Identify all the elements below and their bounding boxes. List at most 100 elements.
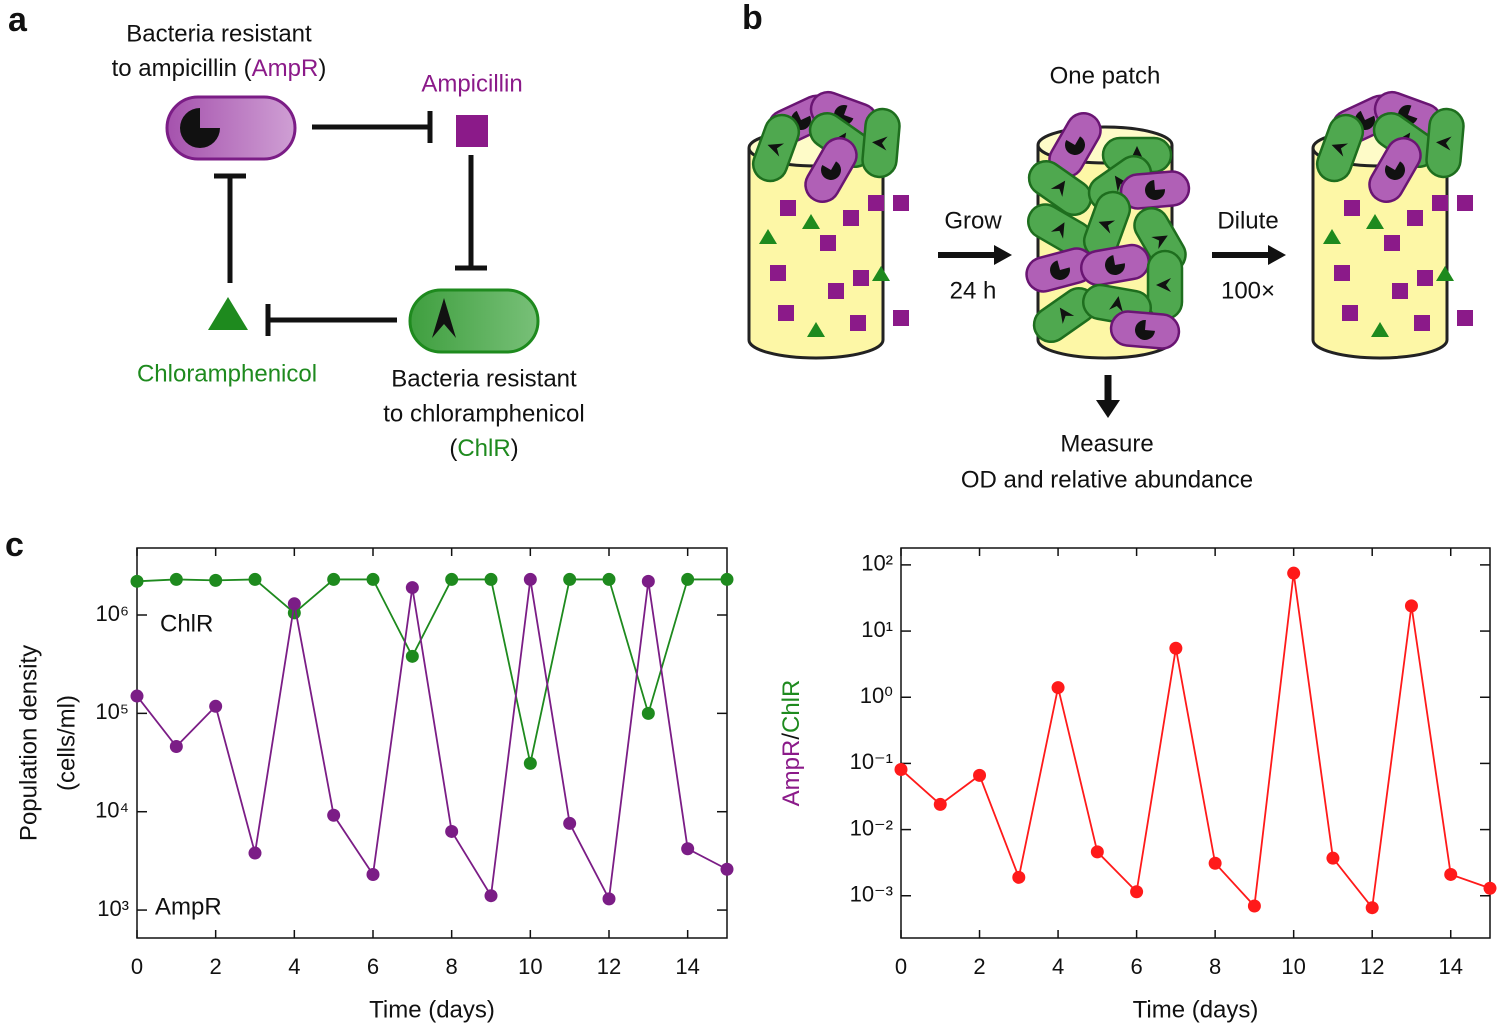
data-point — [973, 768, 987, 782]
data-point — [602, 892, 616, 906]
measure-label: OD and relative abundance — [961, 466, 1253, 493]
ampicillin-icon — [780, 200, 796, 216]
ampr-label: to ampicillin (AmpR) — [112, 55, 327, 82]
icon — [1098, 220, 1116, 234]
series-label: ChlR — [160, 610, 213, 637]
data-point — [1444, 867, 1458, 881]
data-point — [720, 862, 734, 876]
icon — [767, 143, 785, 157]
data-point — [327, 808, 341, 822]
ampr-label: Bacteria resistant — [126, 20, 312, 47]
ampicillin-icon — [1432, 195, 1448, 211]
charts: 0 2 4 6 8 10 12 14 10³ 10⁴ 10⁵ 10⁶ Time (days) Popula… — [15, 547, 1497, 1023]
plot-frame — [136, 547, 728, 939]
chloramphenicol-icon — [1366, 214, 1384, 229]
ampicillin-icon — [1457, 195, 1473, 211]
y-tick-label: 10¹ — [861, 617, 893, 642]
ampicillin-icon — [820, 235, 836, 251]
inhibition — [312, 111, 433, 143]
data-point — [1169, 641, 1183, 655]
icon — [1050, 222, 1065, 239]
data-point — [1404, 599, 1418, 613]
y-tick-label: 10⁴ — [95, 798, 129, 823]
x-tick-label: 4 — [1052, 954, 1064, 979]
x-tick-label: 0 — [131, 954, 143, 979]
ampicillin-icon — [1392, 283, 1408, 299]
y-tick-label: 10³ — [97, 896, 129, 921]
x-tick-label: 14 — [675, 954, 699, 979]
bacterium — [751, 113, 801, 183]
x-tick-label: 8 — [1209, 954, 1221, 979]
icon — [1145, 180, 1165, 200]
data-point — [248, 846, 262, 860]
data-point — [1247, 899, 1261, 913]
data-point — [1483, 881, 1497, 895]
data-point — [130, 574, 144, 588]
data-point — [1012, 870, 1026, 884]
x-tick-label: 12 — [597, 954, 621, 979]
chloramphenicol-icon — [807, 322, 825, 337]
icon — [1151, 235, 1168, 250]
x-tick-label: 2 — [973, 954, 985, 979]
icon — [1109, 296, 1123, 313]
ampicillin-icon — [1407, 210, 1423, 226]
ampicillin-icon — [1344, 200, 1360, 216]
data-point — [1208, 856, 1222, 870]
data-point — [641, 574, 655, 588]
icon — [1436, 136, 1452, 151]
data-point — [1090, 845, 1104, 859]
ampicillin-icon — [853, 270, 869, 286]
data-point — [523, 572, 537, 586]
data-point — [1130, 885, 1144, 899]
ampicillin-icon — [1384, 235, 1400, 251]
icon — [1050, 180, 1066, 197]
icon — [1385, 161, 1405, 180]
icon — [821, 161, 841, 180]
icon — [1135, 320, 1155, 340]
data-point — [169, 572, 183, 586]
ampicillin-icon — [1414, 315, 1430, 331]
data-point — [720, 572, 734, 586]
icon — [1065, 136, 1085, 155]
icon — [1105, 255, 1125, 275]
icon — [180, 108, 220, 148]
data-point — [405, 581, 419, 595]
icon — [872, 136, 888, 151]
data-point — [287, 597, 301, 611]
icon — [1331, 143, 1349, 157]
data-point — [933, 797, 947, 811]
bacterium — [1368, 137, 1422, 203]
x-tick-label: 10 — [1281, 954, 1305, 979]
icon — [1050, 260, 1070, 280]
text: ) — [511, 435, 519, 462]
ampicillin-icon — [770, 265, 786, 281]
ampicillin-icon — [843, 210, 859, 226]
bacterium — [1027, 159, 1093, 217]
ampicillin-icon — [868, 195, 884, 211]
ampicillin-icon — [850, 315, 866, 331]
panel-label: a — [8, 1, 28, 39]
chlr-label: to chloramphenicol — [383, 400, 584, 427]
inhibition — [455, 155, 487, 271]
y-tick-label: 10⁶ — [95, 601, 129, 626]
panel-label: b — [742, 0, 763, 37]
data-point — [563, 816, 577, 830]
y-axis-label: AmpR/ChlR — [778, 680, 805, 807]
data-point — [209, 573, 223, 587]
data-point — [681, 572, 695, 586]
x-tick-label: 2 — [210, 954, 222, 979]
text: ( — [449, 435, 457, 462]
chloramphenicol-icon — [208, 297, 248, 330]
x-tick-label: 8 — [446, 954, 458, 979]
ampicillin-icon — [893, 195, 909, 211]
y-tick-label: 10⁵ — [95, 699, 129, 724]
text: to ampicillin ( — [112, 55, 252, 82]
y-axis-label: Population density — [15, 645, 42, 841]
data-point — [327, 572, 341, 586]
y-tick-label: 10⁻² — [850, 815, 893, 840]
x-axis-label: Time (days) — [1133, 996, 1259, 1023]
y-axis-label-part: AmpR — [778, 740, 805, 807]
data-point — [248, 572, 262, 586]
data-point — [405, 649, 419, 663]
grow-label: Grow — [944, 207, 1002, 234]
